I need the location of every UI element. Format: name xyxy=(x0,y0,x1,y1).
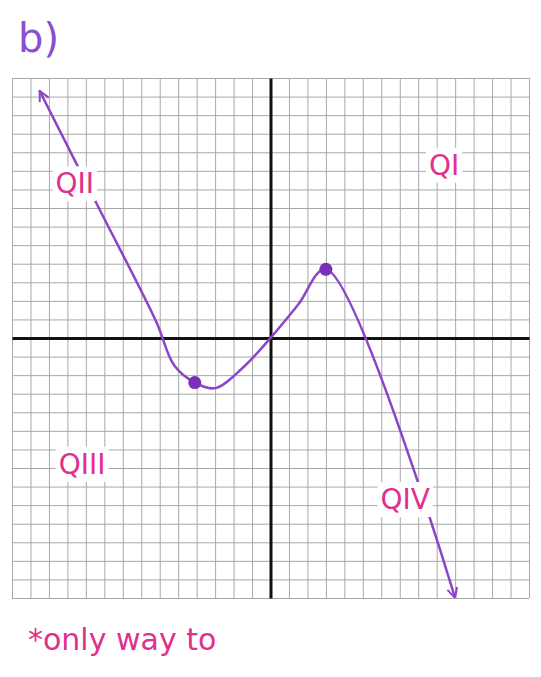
annotation: QII xyxy=(52,166,97,201)
y-grid xyxy=(12,79,529,599)
quadrant-label: QI xyxy=(429,149,459,182)
quadrant-label: QIV xyxy=(381,483,430,516)
label-patch xyxy=(52,166,97,201)
annotation: QIV xyxy=(378,482,433,517)
label-patch xyxy=(56,447,109,482)
quadrant-label: QIII xyxy=(59,448,106,481)
annotation: *only way to xyxy=(28,622,216,657)
annotation: QI xyxy=(426,148,462,183)
curve xyxy=(40,91,455,598)
x-grid xyxy=(13,78,530,598)
annotation: QIII xyxy=(56,447,109,482)
label-patch xyxy=(426,148,462,183)
label-patch xyxy=(378,482,433,517)
footnote: *only way to xyxy=(28,622,216,657)
plot-area xyxy=(40,91,455,598)
chart: b) QII QI QIII QIV *only way to xyxy=(0,0,541,677)
annotations: QII QI QIII QIV *only way to xyxy=(28,148,462,657)
title: b) xyxy=(18,15,59,61)
quadrant-label: QII xyxy=(55,167,94,200)
point xyxy=(319,263,332,276)
point xyxy=(188,376,201,389)
